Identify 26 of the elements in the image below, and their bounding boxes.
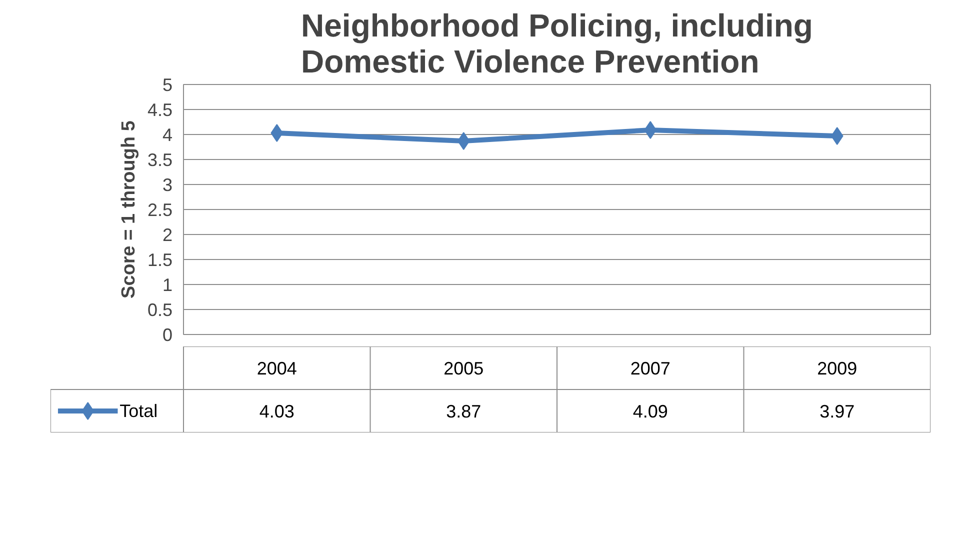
y-tick-label: 3 — [162, 175, 173, 195]
y-tick-label: 2 — [162, 225, 173, 245]
y-tick-label: 4.5 — [147, 100, 173, 120]
data-label: 3.97 — [820, 402, 855, 422]
x-tick-label: 2007 — [630, 358, 670, 378]
y-tick-label: 3.5 — [147, 150, 173, 170]
y-tick-label: 0 — [162, 325, 173, 345]
data-label: 3.87 — [446, 402, 482, 422]
x-tick-label: 2005 — [444, 358, 484, 378]
y-tick-label: 1.5 — [147, 250, 173, 270]
point — [830, 127, 844, 145]
point — [270, 124, 284, 142]
data-label: 4.03 — [259, 402, 294, 422]
legend-label: Total — [120, 401, 158, 421]
point — [457, 132, 470, 150]
x-tick-label: 2004 — [256, 358, 297, 378]
data-label: 4.09 — [632, 402, 668, 422]
y-axis-title: Score = 1 through 5 — [118, 120, 140, 298]
chart-title: Neighborhood Policing, including Domestic Violence Prevention — [301, 8, 813, 80]
y-tick-label: 1 — [162, 275, 173, 295]
point — [644, 121, 657, 139]
y-tick-label: 2.5 — [147, 200, 173, 220]
y-tick-label: 4 — [162, 125, 173, 145]
x-tick-label: 2009 — [817, 358, 858, 378]
y-tick-label: 5 — [162, 75, 173, 95]
y-tick-label: 0.5 — [147, 300, 173, 320]
